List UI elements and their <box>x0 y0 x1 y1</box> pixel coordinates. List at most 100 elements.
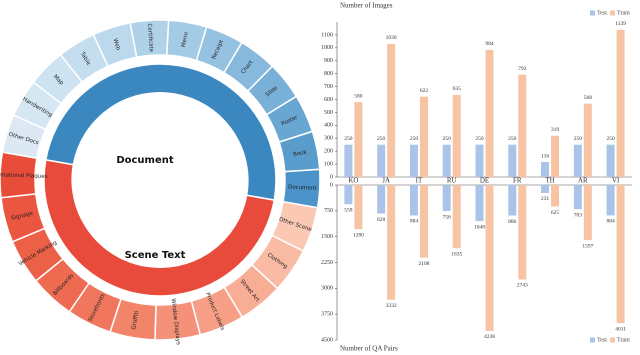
bar <box>442 185 451 212</box>
bar <box>508 144 517 177</box>
bar <box>409 144 418 177</box>
inner-segment <box>43 158 276 297</box>
y-tick-label: 800 <box>324 71 333 77</box>
x-tick-label: DE <box>480 177 489 185</box>
value-label: 984 <box>485 41 494 47</box>
value-label: 250 <box>606 136 615 142</box>
bar <box>616 29 625 177</box>
value-label: 250 <box>574 136 583 142</box>
value-label: 558 <box>344 207 353 213</box>
bar <box>573 144 582 177</box>
bar <box>551 185 560 207</box>
bar <box>541 185 550 193</box>
bar <box>354 102 363 177</box>
bar <box>377 185 386 214</box>
value-label: 828 <box>377 217 386 223</box>
x-tick-label: RU <box>447 177 457 185</box>
value-label: 1597 <box>582 243 593 249</box>
y-tick-label: 2250 <box>321 260 333 266</box>
bar <box>354 185 363 230</box>
value-label: 886 <box>508 219 517 225</box>
bar <box>419 96 428 177</box>
y-tick-label: 100 <box>324 161 333 167</box>
sunburst: DocumentBookPosterSlideChartReceiptMenuC… <box>0 19 321 345</box>
legend-label: Test <box>597 10 607 16</box>
axis-title: Number of QA Pairs <box>340 345 398 353</box>
bar <box>541 162 550 177</box>
outer-segment <box>0 151 38 199</box>
value-label: 1048 <box>474 224 485 230</box>
x-tick-label: IT <box>416 177 423 185</box>
x-tick-label: JA <box>382 177 390 185</box>
legend-label: Test <box>597 337 607 343</box>
x-tick-label: VI <box>612 177 620 185</box>
value-label: 580 <box>354 93 363 99</box>
bar <box>518 185 527 280</box>
y-tick-label: 600 <box>324 97 333 103</box>
x-tick-label: AR <box>578 177 588 185</box>
bar <box>409 185 418 216</box>
value-label: 884 <box>410 219 419 225</box>
y-tick-label: 900 <box>324 58 333 64</box>
segment-label: Menu <box>181 32 190 48</box>
x-tick-label: FR <box>513 177 522 185</box>
x-tick-label: KO <box>348 177 358 185</box>
legend-swatch <box>610 337 615 343</box>
bar <box>616 185 625 324</box>
value-label: 635 <box>453 86 462 92</box>
value-label: 1280 <box>353 232 364 238</box>
x-tick-label: TH <box>545 177 554 185</box>
bar <box>452 94 461 177</box>
y-tick-label: 700 <box>324 84 333 90</box>
value-label: 703 <box>574 212 583 218</box>
y-tick-label: 3000 <box>321 286 333 292</box>
bar <box>606 144 615 177</box>
value-label: 3332 <box>386 303 397 309</box>
legend-swatch <box>590 337 595 343</box>
inner-label: Document <box>116 155 174 166</box>
axis-title: Number of Images <box>340 2 393 10</box>
segment-label: Document <box>288 184 318 192</box>
segment-label: Informational Plaques <box>0 172 48 180</box>
bar <box>485 49 494 177</box>
bar <box>518 74 527 177</box>
segment-label: Signage <box>11 210 35 222</box>
value-label: 250 <box>344 136 353 142</box>
bar <box>508 185 517 216</box>
bar <box>387 43 396 178</box>
segment-label: Graffiti <box>131 310 140 330</box>
segment-label: Web <box>112 38 122 52</box>
bar <box>344 185 353 205</box>
segment-label: Certificate <box>146 23 154 53</box>
value-label: 4011 <box>615 326 626 332</box>
bar <box>583 103 592 177</box>
y-tick-label: 0 <box>330 182 333 188</box>
inner-segment <box>44 63 277 202</box>
legend-label: Train <box>617 337 630 343</box>
value-label: 622 <box>420 88 429 94</box>
value-label: 116 <box>541 153 549 159</box>
y-tick-label: 750 <box>324 208 333 214</box>
bar <box>452 185 461 249</box>
value-label: 2108 <box>418 261 429 267</box>
value-label: 792 <box>518 66 527 72</box>
y-tick-label: 0 <box>330 174 333 180</box>
bar <box>442 144 451 177</box>
bar <box>475 144 484 177</box>
y-tick-label: 1000 <box>321 45 333 51</box>
y-tick-label: 1100 <box>321 32 333 38</box>
y-tick-label: 300 <box>324 136 333 142</box>
value-label: 250 <box>443 136 452 142</box>
bar <box>419 185 428 258</box>
value-label: 1139 <box>615 21 626 27</box>
inner-label: Scene Text <box>125 250 186 261</box>
value-label: 756 <box>443 214 452 220</box>
value-label: 1030 <box>386 35 397 41</box>
bar <box>573 185 582 210</box>
bar <box>551 135 560 177</box>
value-label: 250 <box>508 136 517 142</box>
value-label: 250 <box>475 136 484 142</box>
value-label: 568 <box>584 95 593 101</box>
legend-swatch <box>590 10 595 16</box>
